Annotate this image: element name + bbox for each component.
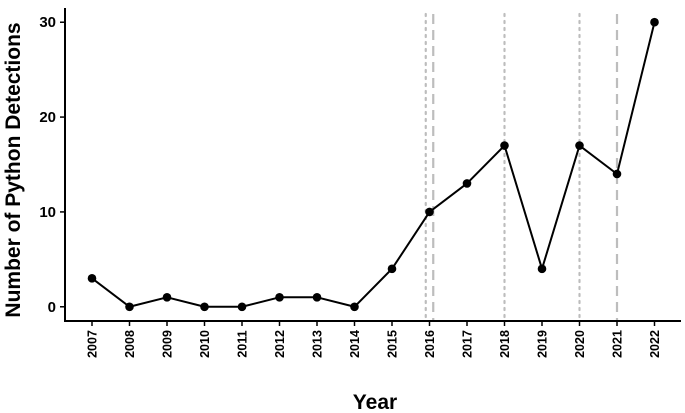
- x-tick-label: 2008: [123, 330, 137, 358]
- x-tick-label: 2022: [648, 330, 662, 358]
- data-point: [312, 292, 322, 302]
- x-axis-ticks: 2007 2008 2009 2010 2011 2012 2013 2014 2015 2016…: [86, 321, 662, 358]
- y-axis-ticks: 0 10 20 30: [39, 14, 65, 316]
- reference-lines: [424, 12, 619, 323]
- y-axis-title: Number of Python Detections: [2, 22, 25, 317]
- data-point: [125, 302, 134, 312]
- x-tick-label: 2014: [348, 330, 362, 358]
- x-tick-label: 2017: [461, 330, 475, 358]
- x-tick-label: 2019: [536, 330, 550, 358]
- data-point: [275, 292, 284, 302]
- x-tick-label: 2015: [386, 330, 400, 358]
- data-point: [87, 274, 97, 283]
- data-point: [350, 302, 359, 312]
- data-point: [237, 302, 247, 312]
- data-point: [425, 207, 434, 217]
- data-point: [387, 264, 397, 274]
- x-tick-label: 2016: [423, 330, 437, 358]
- series-line: [91, 21, 656, 308]
- data-point: [612, 169, 622, 179]
- x-tick-label: 2009: [161, 330, 175, 358]
- x-tick-label: 2007: [86, 330, 100, 358]
- y-tick-label: 0: [48, 299, 56, 316]
- data-point: [575, 141, 584, 150]
- data-point: [200, 302, 209, 312]
- x-tick-label: 2020: [573, 330, 587, 358]
- x-tick-label: 2012: [273, 330, 287, 358]
- x-tick-label: 2010: [198, 330, 212, 358]
- data-point: [537, 264, 547, 274]
- x-tick-label: 2018: [498, 330, 512, 358]
- data-point: [462, 179, 472, 188]
- x-tick-label: 2011: [236, 330, 250, 357]
- data-point: [650, 17, 659, 27]
- axes: [64, 8, 681, 322]
- data-series: [87, 17, 659, 312]
- y-tick-label: 30: [39, 14, 56, 31]
- x-tick-label: 2013: [311, 330, 325, 358]
- y-tick-label: 20: [39, 109, 56, 126]
- data-point: [500, 141, 509, 150]
- x-axis-title: Year: [353, 391, 397, 413]
- x-tick-label: 2021: [611, 330, 625, 358]
- y-tick-label: 10: [39, 204, 56, 221]
- data-point: [162, 292, 172, 302]
